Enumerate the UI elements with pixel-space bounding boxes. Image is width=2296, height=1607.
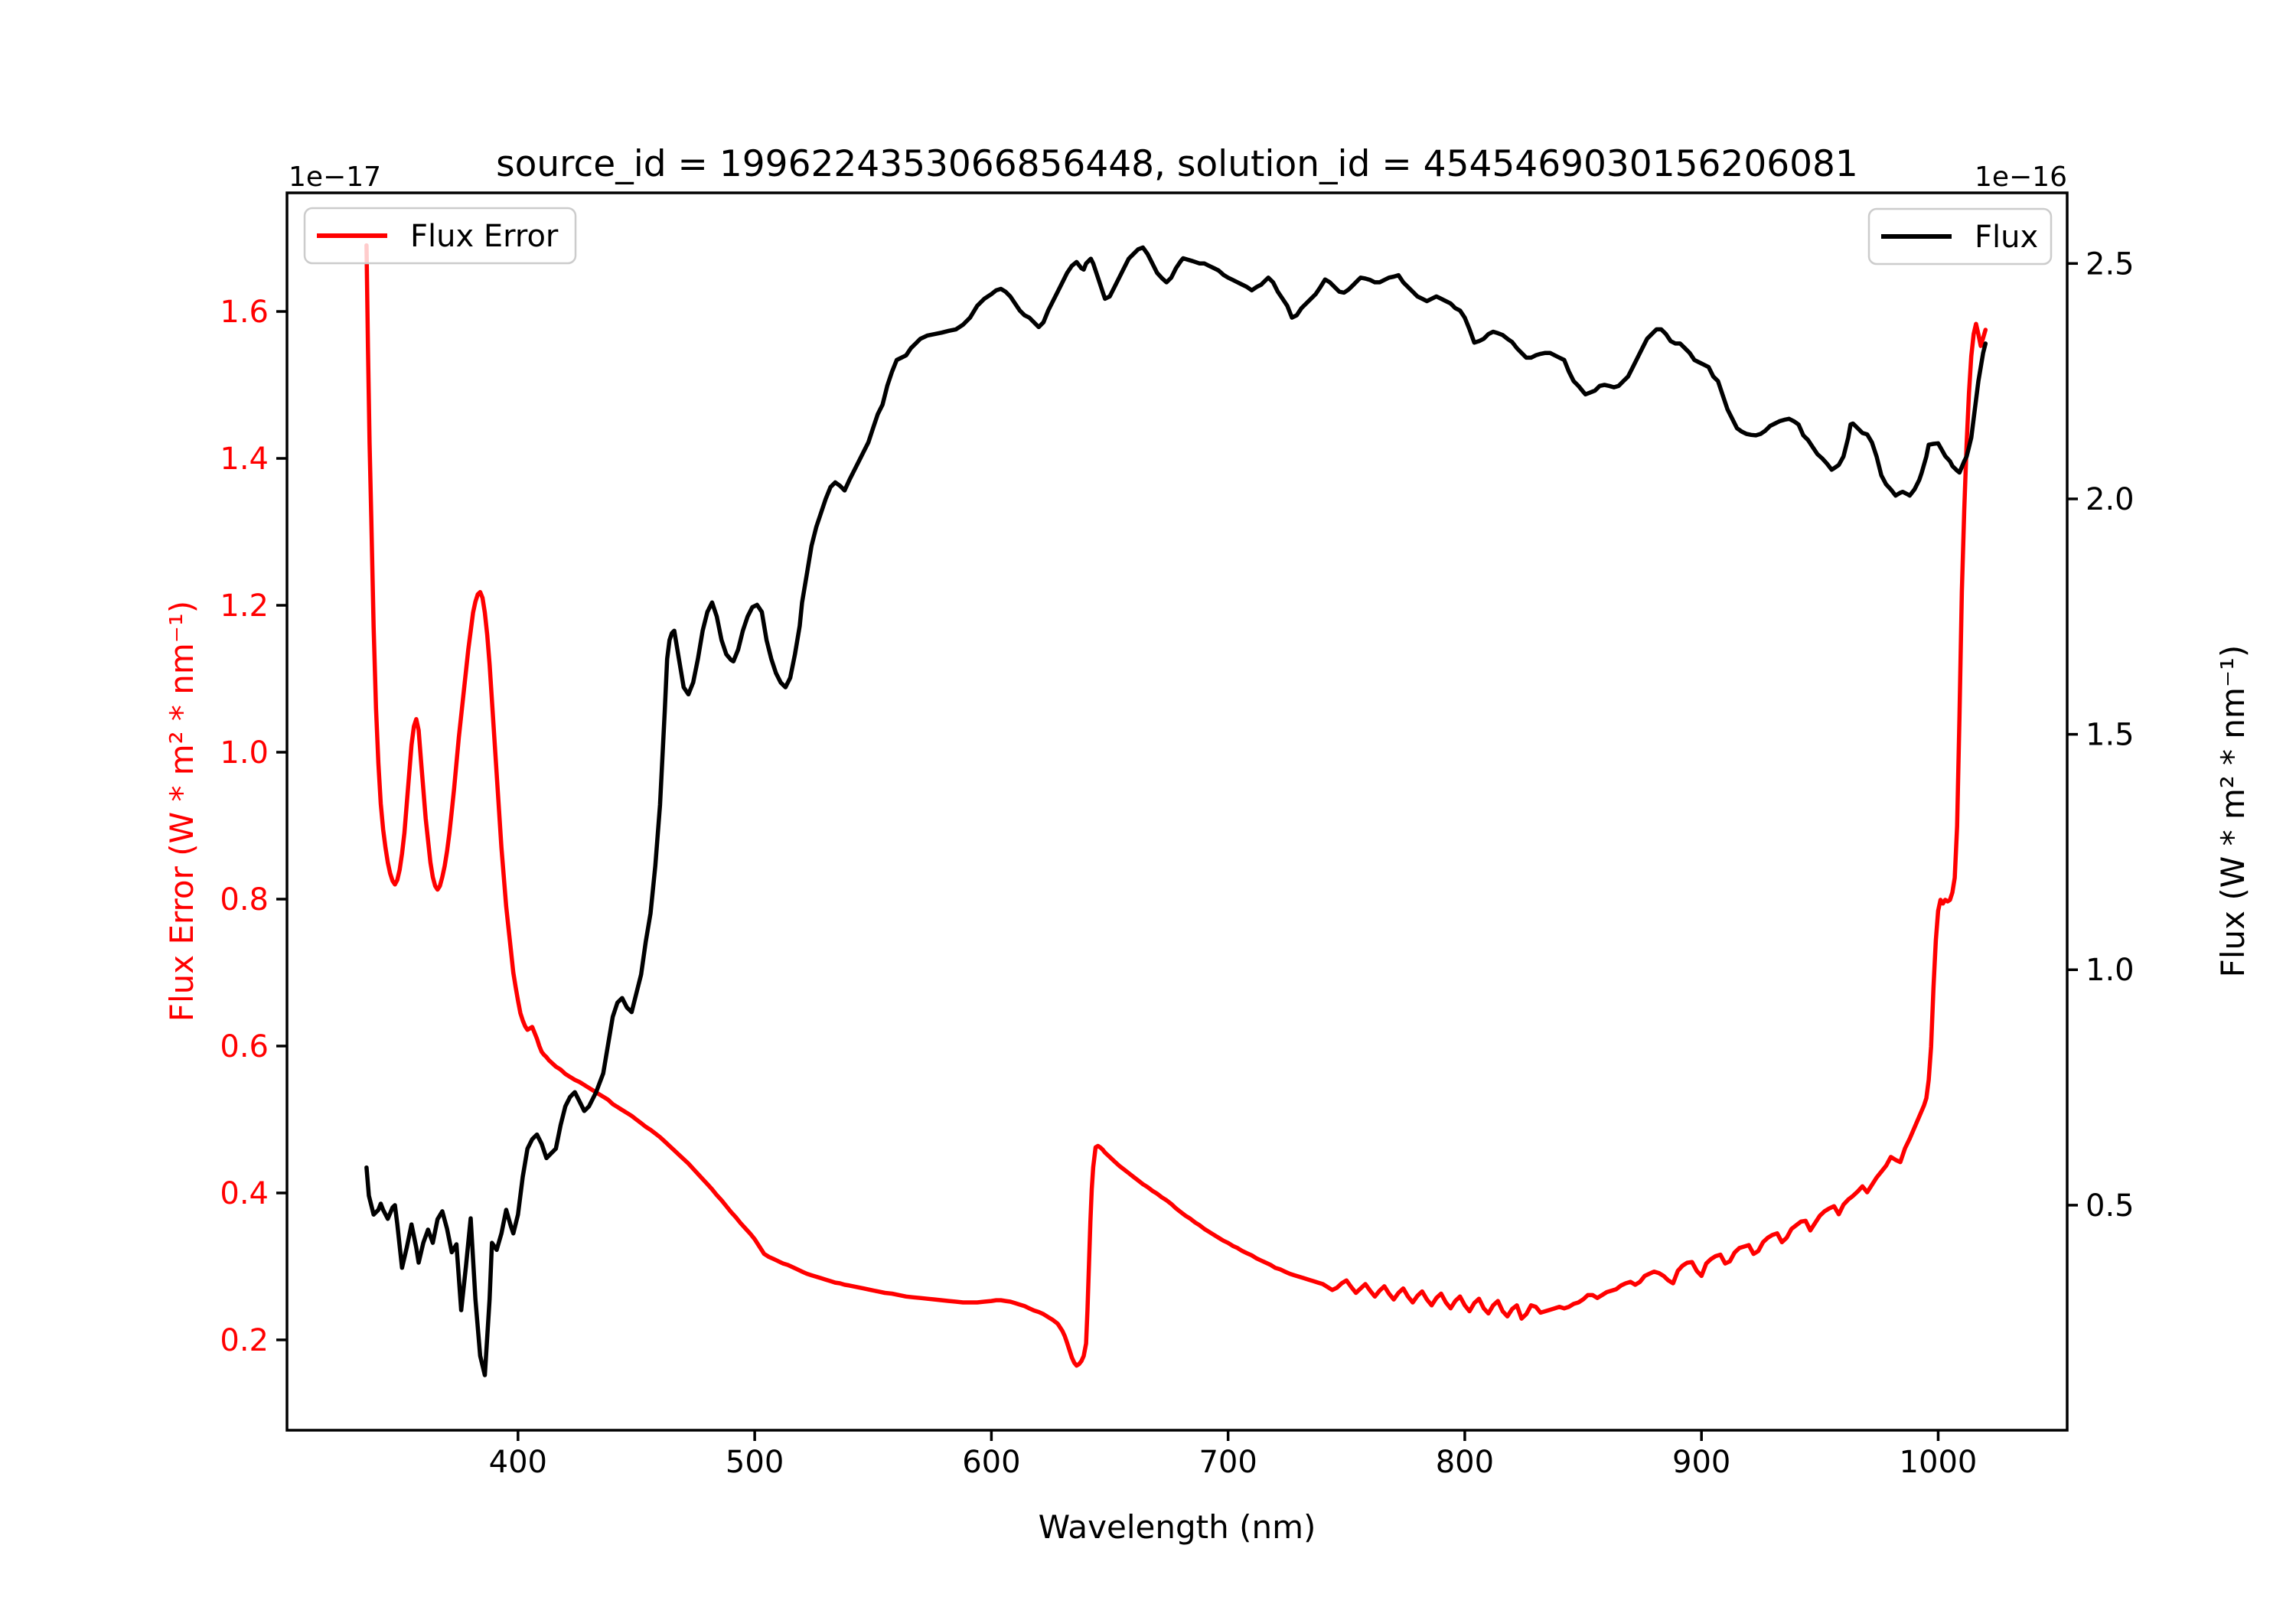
y-right-tick-label: 1.5 [2086, 718, 2135, 753]
y-right-tick-label: 1.0 [2086, 953, 2135, 988]
y-right-tick-label: 2.5 [2086, 246, 2135, 282]
y-right-axis-label: Flux (W * m² * nm⁻¹) [2214, 645, 2252, 978]
y-left-axis-ticks: 0.2 0.4 0.6 0.8 1.0 1.2 1.4 1.6 [220, 295, 287, 1358]
x-axis-label: Wavelength (nm) [1039, 1508, 1316, 1546]
y-right-tick-label: 0.5 [2086, 1188, 2135, 1224]
legend-flux-box [1867, 207, 2053, 266]
legend-flux: Flux [1867, 207, 2053, 266]
y-left-tick-label: 1.2 [220, 588, 269, 624]
y-left-tick-label: 0.6 [220, 1029, 269, 1064]
legend-flux-error: Flux Error [303, 207, 577, 265]
x-axis-ticks: 400 500 600 700 800 900 1000 [489, 1430, 1978, 1480]
y-left-axis-label: Flux Error (W * m² * nm⁻¹) [163, 601, 201, 1022]
y-right-axis-ticks: 0.5 1.0 1.5 2.0 2.5 [2067, 246, 2135, 1224]
left-axis-scale-offset: 1e−17 [289, 161, 381, 193]
legend-flux-label: Flux [1975, 220, 2038, 255]
legend-flux-error-label: Flux Error [410, 219, 559, 254]
y-left-tick-label: 0.8 [220, 882, 269, 918]
x-tick-label: 400 [489, 1445, 547, 1480]
x-tick-label: 500 [726, 1445, 784, 1480]
x-tick-label: 900 [1672, 1445, 1730, 1480]
y-left-tick-label: 1.4 [220, 442, 269, 477]
plot-title: source_id = 1996224353066856448, solutio… [496, 143, 1858, 185]
flux-line [364, 245, 1988, 1377]
x-tick-label: 700 [1199, 1445, 1257, 1480]
y-left-tick-label: 1.0 [220, 735, 269, 771]
x-tick-label: 600 [962, 1445, 1020, 1480]
flux-error-line [364, 243, 1988, 1368]
y-left-tick-label: 0.4 [220, 1176, 269, 1211]
y-left-tick-label: 0.2 [220, 1323, 269, 1358]
y-right-tick-label: 2.0 [2086, 482, 2135, 517]
axes-frame [285, 191, 2069, 1432]
legend-flux-error-box [303, 207, 577, 265]
right-axis-scale-offset: 1e−16 [1975, 161, 2067, 193]
y-left-tick-label: 1.6 [220, 295, 269, 330]
x-tick-label: 800 [1436, 1445, 1494, 1480]
x-tick-label: 1000 [1900, 1445, 1978, 1480]
